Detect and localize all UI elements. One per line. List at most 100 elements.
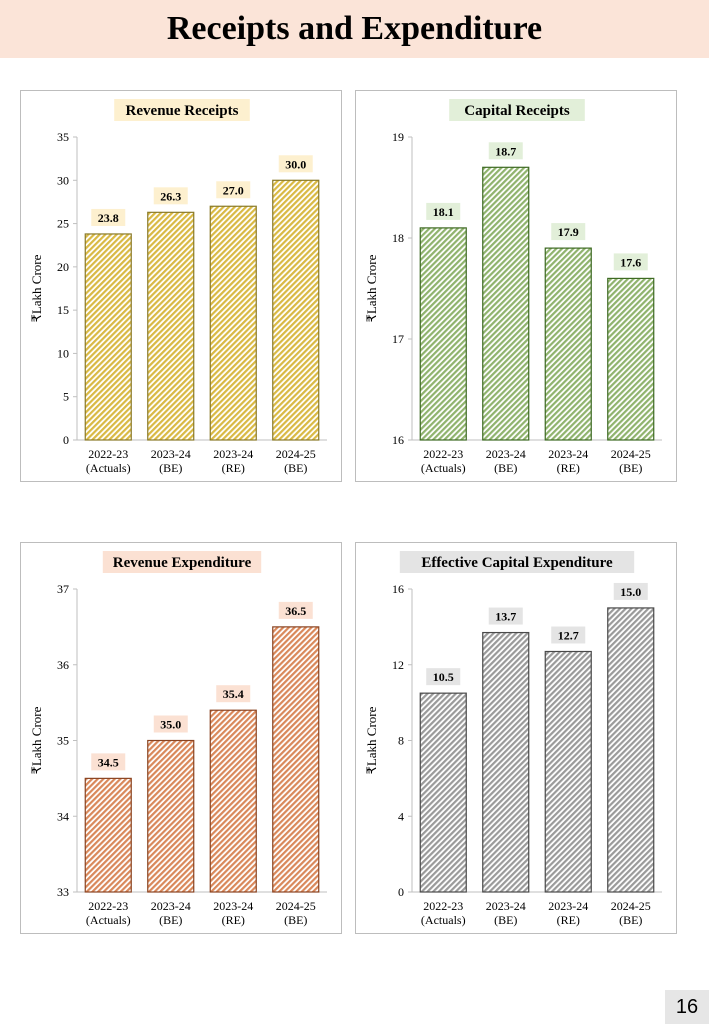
y-axis-label: ₹Lakh Crore <box>364 254 379 322</box>
page-title-banner: Receipts and Expenditure <box>0 0 709 58</box>
data-label: 12.7 <box>558 628 579 642</box>
y-tick-label: 25 <box>57 217 69 231</box>
x-tick-label-type: (RE) <box>557 461 580 475</box>
bar <box>607 277 655 441</box>
y-tick-label: 17 <box>392 332 404 346</box>
data-label: 17.6 <box>620 255 641 269</box>
chart-title-bg <box>114 99 250 121</box>
x-tick-label-type: (BE) <box>284 461 307 475</box>
x-tick-label-year: 2023-24 <box>486 899 526 913</box>
y-axis-label: ₹Lakh Crore <box>29 254 44 322</box>
x-tick-label-year: 2024-25 <box>611 899 651 913</box>
chart-title: Revenue Receipts <box>126 103 239 119</box>
y-tick-label: 16 <box>392 433 404 447</box>
y-tick-label: 36 <box>57 658 69 672</box>
bar <box>272 626 320 893</box>
data-label-bg <box>551 626 586 644</box>
bar <box>419 692 467 893</box>
chart-svg: Revenue Receipts 0 5 10 15 20 25 30 35 ₹Lakh Cror… <box>29 99 327 475</box>
data-label-bg <box>426 202 461 220</box>
y-axis-label: ₹Lakh Crore <box>29 706 44 774</box>
y-tick-label: 37 <box>57 582 69 596</box>
page-number: 16 <box>665 990 709 1024</box>
bar <box>419 227 467 441</box>
data-label-bg <box>426 668 461 686</box>
x-tick-label-type: (Actuals) <box>421 461 466 475</box>
y-tick-label: 15 <box>57 303 69 317</box>
bar <box>147 739 195 893</box>
data-label: 35.4 <box>223 687 244 701</box>
x-tick-label-type: (BE) <box>284 913 307 927</box>
chart-panel-revenue-receipts: Revenue Receipts 0 5 10 15 20 25 30 35 ₹Lakh Cror… <box>20 90 342 482</box>
x-tick-label-year: 2023-24 <box>486 447 526 461</box>
x-tick-label-year: 2022-23 <box>88 899 128 913</box>
x-tick-label-type: (BE) <box>494 913 517 927</box>
bar <box>147 211 195 441</box>
y-tick-label: 35 <box>57 130 69 144</box>
x-tick-label-year: 2024-25 <box>611 447 651 461</box>
x-tick-label-year: 2022-23 <box>423 899 463 913</box>
bar <box>272 179 320 441</box>
x-tick-label-type: (RE) <box>222 913 245 927</box>
data-label-bg <box>91 208 126 226</box>
bar <box>209 709 257 893</box>
x-tick-label-year: 2022-23 <box>88 447 128 461</box>
data-label-bg <box>278 155 313 173</box>
data-label-bg <box>216 685 251 703</box>
chart-svg: Effective Capital Expenditure 0 4 8 12 16 ₹Lak… <box>364 551 662 927</box>
data-label-bg <box>278 601 313 619</box>
y-tick-label: 30 <box>57 173 69 187</box>
data-label-bg <box>91 753 126 771</box>
data-label: 34.5 <box>98 755 119 769</box>
bar <box>544 247 592 441</box>
y-tick-label: 0 <box>398 885 404 899</box>
data-label: 17.9 <box>558 225 579 239</box>
x-tick-label-type: (BE) <box>159 913 182 927</box>
data-label: 13.7 <box>495 610 516 624</box>
x-tick-label-year: 2023-24 <box>548 899 588 913</box>
y-tick-label: 35 <box>57 734 69 748</box>
y-tick-label: 19 <box>392 130 404 144</box>
bar <box>544 650 592 893</box>
y-tick-label: 12 <box>392 658 404 672</box>
y-axis-label: ₹Lakh Crore <box>364 706 379 774</box>
data-label: 10.5 <box>433 670 454 684</box>
chart-title-bg <box>449 99 585 121</box>
data-label: 26.3 <box>160 189 181 203</box>
data-label: 30.0 <box>285 157 306 171</box>
x-tick-label-year: 2023-24 <box>151 899 191 913</box>
chart-title: Revenue Expenditure <box>113 555 252 571</box>
x-tick-label-type: (BE) <box>494 461 517 475</box>
x-tick-label-year: 2023-24 <box>151 447 191 461</box>
bar <box>84 233 132 441</box>
data-label-bg <box>153 187 188 205</box>
chart-svg: Capital Receipts 16 17 18 19 ₹Lakh Crore 18.1 2… <box>364 99 662 475</box>
data-label-bg <box>613 253 648 271</box>
x-tick-label-year: 2022-23 <box>423 447 463 461</box>
data-label-bg <box>613 582 648 600</box>
data-label-bg <box>488 607 523 625</box>
data-label: 18.1 <box>433 205 454 219</box>
y-tick-label: 8 <box>398 734 404 748</box>
y-tick-label: 18 <box>392 231 404 245</box>
y-tick-label: 5 <box>63 390 69 404</box>
data-label: 36.5 <box>285 604 306 618</box>
x-tick-label-type: (Actuals) <box>86 913 131 927</box>
chart-title-bg <box>102 551 262 573</box>
data-label-bg <box>216 181 251 199</box>
bar <box>607 607 655 893</box>
bar <box>482 166 530 441</box>
x-tick-label-year: 2024-25 <box>276 447 316 461</box>
chart-panel-revenue-expenditure: Revenue Expenditure 33 34 35 36 37 ₹Lakh Crore… <box>20 542 342 934</box>
y-tick-label: 20 <box>57 260 69 274</box>
data-label: 35.0 <box>160 718 181 732</box>
chart-title-bg <box>399 551 635 573</box>
y-tick-label: 33 <box>57 885 69 899</box>
y-tick-label: 10 <box>57 346 69 360</box>
bar <box>209 205 257 441</box>
y-tick-label: 34 <box>57 809 69 823</box>
y-tick-label: 16 <box>392 582 404 596</box>
data-label: 18.7 <box>495 144 516 158</box>
x-tick-label-type: (RE) <box>222 461 245 475</box>
chart-title: Effective Capital Expenditure <box>421 555 613 571</box>
